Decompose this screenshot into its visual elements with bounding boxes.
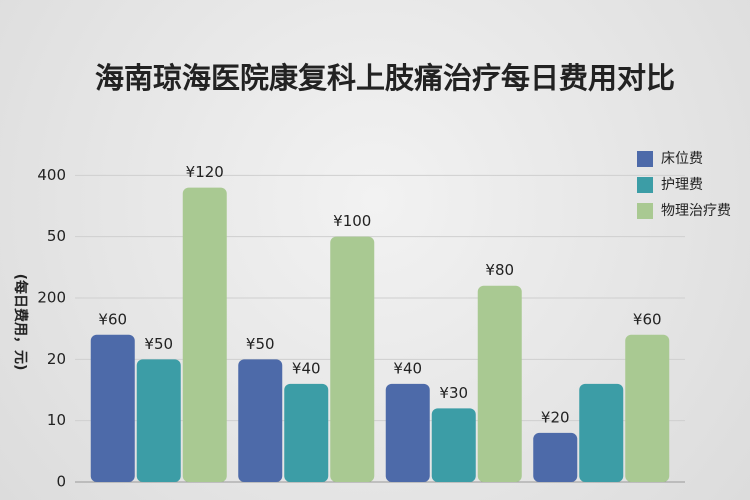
- bar: [385, 383, 430, 482]
- value-label: ¥80: [485, 261, 514, 279]
- legend-swatch: [637, 177, 653, 193]
- bar: [136, 359, 181, 482]
- value-label: ¥40: [393, 359, 422, 377]
- value-label: ¥120: [186, 163, 224, 181]
- y-tick-label: 0: [56, 473, 66, 491]
- y-tick-label: 10: [47, 411, 66, 429]
- y-tick-label: 20: [47, 350, 66, 368]
- value-label: ¥40: [292, 359, 321, 377]
- bar: [90, 334, 135, 482]
- chart-title: 海南琼海医院康复科上肢痛治疗每日费用对比: [95, 61, 675, 95]
- value-label: ¥60: [633, 310, 662, 328]
- legend-label: 护理费: [661, 177, 703, 193]
- legend-swatch: [637, 151, 653, 167]
- bar: [330, 236, 375, 482]
- value-label: ¥100: [333, 212, 371, 230]
- y-tick-label: 50: [47, 227, 66, 245]
- bar: [625, 334, 670, 482]
- y-tick-label: 400: [37, 166, 66, 184]
- value-label: ¥20: [541, 408, 570, 426]
- legend-swatch: [637, 203, 653, 219]
- bar: [182, 187, 227, 482]
- bar: [533, 432, 578, 482]
- bar: [579, 383, 624, 482]
- bar: [284, 383, 329, 482]
- bar: [431, 408, 476, 482]
- value-label: ¥50: [144, 335, 173, 353]
- value-label: ¥50: [246, 335, 275, 353]
- legend-label: 物理治疗费: [661, 203, 731, 219]
- y-axis-label: (每日费用，元): [12, 274, 29, 371]
- bar: [238, 359, 283, 482]
- value-label: ¥30: [439, 384, 468, 402]
- y-tick-label: 200: [37, 289, 66, 307]
- bar: [477, 285, 522, 482]
- legend-label: 床位费: [661, 151, 703, 167]
- value-label: ¥60: [98, 310, 127, 328]
